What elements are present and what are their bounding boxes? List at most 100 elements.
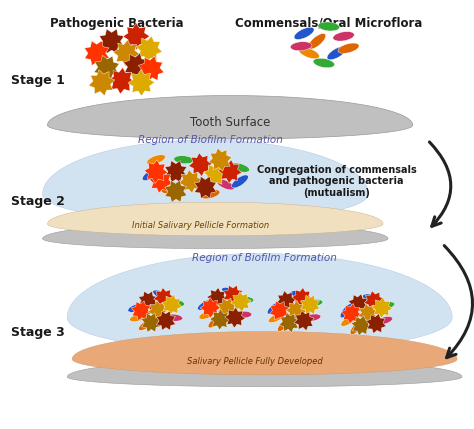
Text: Commensals/Oral Microflora: Commensals/Oral Microflora [235,17,422,30]
Polygon shape [286,300,307,321]
Ellipse shape [128,303,145,312]
Ellipse shape [198,299,213,310]
Ellipse shape [299,48,319,59]
Polygon shape [292,287,312,308]
Ellipse shape [290,42,312,51]
Polygon shape [165,160,187,182]
Polygon shape [223,285,243,305]
Ellipse shape [340,304,353,318]
Polygon shape [124,53,149,79]
Text: Region of Biofilm Formation: Region of Biofilm Formation [192,254,337,263]
Ellipse shape [208,315,222,328]
Ellipse shape [308,33,326,49]
Polygon shape [149,170,173,193]
Polygon shape [372,297,392,318]
Polygon shape [138,56,164,82]
Ellipse shape [278,318,291,331]
Polygon shape [131,301,151,321]
Text: Initial Salivary Pellicle Formation: Initial Salivary Pellicle Formation [132,221,269,230]
Polygon shape [47,202,383,236]
Ellipse shape [363,294,380,302]
Polygon shape [231,292,251,312]
Polygon shape [148,300,168,321]
Ellipse shape [222,287,238,296]
Polygon shape [210,309,230,330]
Polygon shape [279,312,300,332]
Ellipse shape [267,302,282,314]
Ellipse shape [142,169,160,181]
Polygon shape [225,307,246,328]
Ellipse shape [230,163,249,172]
Polygon shape [276,291,296,311]
Text: Congregation of commensals
and pathogenic bacteria
(mutualism): Congregation of commensals and pathogeni… [257,165,417,198]
Polygon shape [219,160,242,183]
Text: Stage 3: Stage 3 [11,326,65,339]
Polygon shape [154,287,174,308]
Ellipse shape [313,58,335,68]
Ellipse shape [318,22,339,31]
Ellipse shape [236,296,254,303]
Polygon shape [94,55,119,81]
Polygon shape [43,140,368,222]
Ellipse shape [338,43,359,53]
Polygon shape [294,311,314,331]
Polygon shape [301,295,319,314]
Polygon shape [113,40,140,66]
Ellipse shape [327,46,346,60]
Ellipse shape [375,317,392,325]
Ellipse shape [146,155,165,165]
Ellipse shape [161,185,181,193]
Polygon shape [179,170,202,193]
Polygon shape [89,69,115,96]
Ellipse shape [303,314,321,321]
Polygon shape [165,180,187,202]
Text: Tooth Surface: Tooth Surface [190,116,270,129]
Text: Stage 1: Stage 1 [11,74,65,87]
Polygon shape [138,291,158,311]
Text: Region of Biofilm Formation: Region of Biofilm Formation [138,135,283,145]
Polygon shape [358,304,378,324]
Ellipse shape [199,310,216,319]
Ellipse shape [377,302,395,310]
Polygon shape [351,315,372,335]
Polygon shape [84,41,109,66]
Ellipse shape [232,175,248,188]
Polygon shape [162,295,182,315]
Polygon shape [141,313,161,332]
Polygon shape [364,291,384,311]
Ellipse shape [201,190,220,199]
Polygon shape [100,29,124,54]
Ellipse shape [350,320,363,335]
Polygon shape [156,311,175,330]
Polygon shape [348,294,368,314]
Ellipse shape [234,311,252,318]
Polygon shape [144,160,168,183]
Text: Pathogenic Bacteria: Pathogenic Bacteria [50,17,183,30]
Polygon shape [204,163,227,186]
Polygon shape [200,297,221,318]
Polygon shape [194,176,217,198]
Polygon shape [366,314,386,334]
Polygon shape [341,303,362,324]
Text: Stage 2: Stage 2 [11,195,65,208]
Polygon shape [72,332,457,375]
Polygon shape [136,36,162,62]
Ellipse shape [130,314,147,322]
Polygon shape [207,287,228,308]
Ellipse shape [174,156,193,164]
Polygon shape [47,96,413,139]
Ellipse shape [153,290,169,300]
Polygon shape [128,69,155,96]
Ellipse shape [305,299,323,306]
Ellipse shape [333,32,354,41]
Ellipse shape [216,179,234,190]
Polygon shape [270,301,289,320]
Ellipse shape [341,315,356,326]
Polygon shape [43,223,388,248]
Polygon shape [209,148,232,171]
Polygon shape [123,23,150,50]
Ellipse shape [268,313,284,323]
Polygon shape [108,67,135,94]
Ellipse shape [165,314,182,321]
Polygon shape [189,153,212,176]
